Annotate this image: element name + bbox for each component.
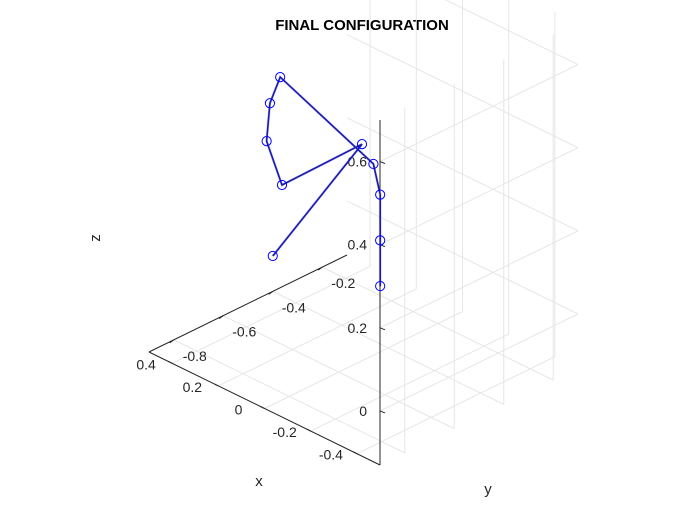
x-tick-mark — [260, 406, 265, 409]
joint-marker — [356, 139, 368, 150]
z-tick-label: 0.6 — [348, 154, 368, 170]
x-tick-mark — [306, 428, 311, 432]
y-axis-line — [148, 254, 348, 353]
x-tick-label: 0.4 — [136, 356, 156, 372]
gridline-floor-x — [356, 356, 556, 455]
joint-marker — [261, 136, 272, 147]
y-tick-label: -0.6 — [232, 324, 256, 340]
tick-labels: -0.4 -0.2 0 0.2 0.4 -0.8 -0.6 -0.4 -0.2 0 0.2 0.4 0.… — [136, 154, 367, 463]
y-tick-mark — [317, 266, 323, 271]
series-arm — [261, 71, 386, 292]
arm-line-shadow — [265, 74, 382, 287]
gridline-floor-y — [272, 290, 504, 405]
x-tick-mark — [214, 383, 219, 387]
gridline-wall-z — [444, 0, 579, 66]
z-tick-label: 0.4 — [348, 237, 368, 253]
gridline-floor-x — [171, 265, 371, 364]
z-tick-mark — [379, 410, 386, 414]
y-tick-mark — [268, 290, 274, 295]
x-tick-label: 0.2 — [183, 379, 203, 395]
arm-line — [265, 75, 382, 287]
gridline-wall-z — [379, 313, 579, 412]
z-tick-label: 0 — [359, 403, 367, 419]
gridline-wall-z — [379, 64, 579, 163]
z-tick-mark — [379, 327, 386, 331]
axes — [148, 120, 386, 466]
joint-marker — [276, 179, 288, 191]
joint-marker — [375, 280, 386, 292]
gridline-floor-y — [223, 315, 455, 430]
y-tick-mark — [218, 315, 224, 320]
gridline-floor-y — [322, 266, 554, 381]
chart-title: FINAL CONFIGURATION — [275, 17, 449, 34]
gridline-wall-z — [379, 147, 579, 246]
gridline-wall-z — [346, 200, 579, 315]
x-tick-label: -0.4 — [319, 447, 343, 463]
gridline-floor-x — [264, 311, 463, 409]
x-tick-mark — [167, 360, 173, 364]
y-tick-mark — [169, 339, 175, 344]
y-tick-label: -0.4 — [282, 299, 306, 315]
y-tick-label: -0.8 — [183, 348, 207, 364]
z-tick-mark — [379, 161, 386, 165]
gridline-wall-z — [379, 230, 579, 329]
y-axis-label: y — [484, 481, 492, 498]
gridline-wall-z — [346, 34, 579, 149]
z-tick-label: 0.2 — [348, 320, 368, 336]
x-axis-label: x — [255, 473, 263, 490]
grid-lines — [171, 0, 579, 455]
gridline-wall-z — [346, 117, 579, 232]
y-tick-label: -0.2 — [331, 275, 355, 291]
x-tick-label: 0 — [235, 402, 243, 418]
x-tick-mark — [352, 451, 358, 455]
gridline-floor-y — [173, 339, 405, 454]
joint-marker — [375, 235, 386, 246]
joint-marker — [275, 71, 286, 83]
gridline-floor-x — [310, 333, 509, 432]
z-axis-label: z — [87, 234, 104, 242]
x-tick-label: -0.2 — [273, 424, 297, 440]
joint-marker — [375, 189, 386, 200]
joint-marker — [264, 98, 276, 109]
joint-marker — [267, 250, 278, 262]
gridline-floor-x — [218, 288, 417, 387]
joint-marker — [368, 158, 379, 170]
